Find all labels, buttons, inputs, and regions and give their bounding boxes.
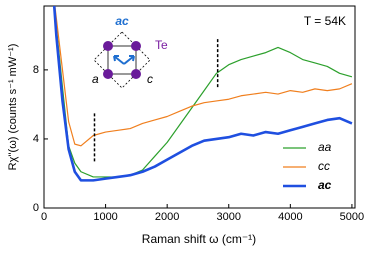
legend-label: ac xyxy=(318,178,332,192)
te-atom xyxy=(103,41,113,51)
te-atom xyxy=(103,69,113,79)
polarization-arrows xyxy=(113,55,135,65)
inset-diagram: ac Te a c xyxy=(92,14,168,89)
y-tick-label: 4 xyxy=(33,133,39,145)
x-tick-label: 4000 xyxy=(278,211,302,223)
inset-square xyxy=(107,45,137,75)
x-tick-label: 0 xyxy=(41,211,47,223)
temperature-annotation: T = 54K xyxy=(304,14,346,28)
y-tick-label: 8 xyxy=(33,64,39,76)
x-tick-label: 5000 xyxy=(340,211,364,223)
te-atom xyxy=(131,69,141,79)
x-tick-label: 1000 xyxy=(93,211,117,223)
plot-frame xyxy=(43,5,356,209)
x-tick-label: 3000 xyxy=(217,211,241,223)
y-tick-label: 0 xyxy=(33,202,39,214)
series-line xyxy=(54,6,353,147)
legend-label: aa xyxy=(318,140,332,154)
x-axis-label: Raman shift ω (cm⁻¹) xyxy=(142,232,256,246)
series-line xyxy=(52,6,353,182)
legend-label: cc xyxy=(318,159,330,173)
inset-atom-label: Te xyxy=(155,38,168,52)
series-line xyxy=(53,6,353,178)
plot-area xyxy=(52,6,353,182)
inset-direction: ac xyxy=(115,14,129,28)
te-atom xyxy=(131,41,141,51)
y-axis-label: Rχ''(ω) (counts s⁻¹ mW⁻¹) xyxy=(7,44,19,171)
inset-axis-c: c xyxy=(147,72,153,86)
x-tick-label: 2000 xyxy=(155,211,179,223)
inset-dashed-square xyxy=(93,31,151,89)
inset-axis-a: a xyxy=(92,72,99,86)
